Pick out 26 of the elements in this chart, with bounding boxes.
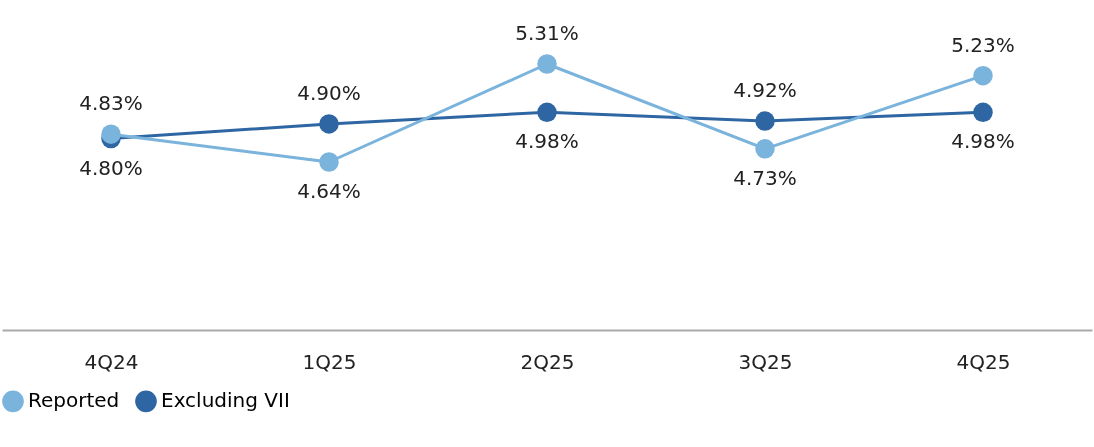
data-label: 4.83% — [79, 91, 143, 116]
point — [755, 111, 775, 131]
data-label: 4.92% — [733, 78, 797, 103]
point — [973, 65, 993, 86]
data-label: 4.98% — [515, 129, 579, 154]
point — [537, 54, 557, 74]
point — [101, 124, 121, 144]
data-label: 4.80% — [79, 155, 143, 180]
x-tick-label: 3Q25 — [738, 349, 793, 374]
data-label: 5.23% — [951, 32, 1015, 57]
data-label: 4.98% — [951, 129, 1015, 154]
legend-label: Reported — [28, 388, 120, 413]
legend-label: Excluding VII — [161, 388, 290, 413]
point — [755, 139, 775, 159]
data-label: 4.90% — [297, 80, 361, 105]
point — [537, 102, 557, 122]
x-tick-label: 2Q25 — [520, 349, 575, 374]
data-label: 4.64% — [297, 179, 361, 203]
data-label: 4.73% — [733, 165, 797, 190]
x-tick-label: 4Q25 — [956, 349, 1011, 374]
point — [319, 152, 339, 172]
x-tick-label: 1Q25 — [302, 349, 357, 374]
x-tick-label: 4Q24 — [84, 349, 139, 374]
data-label: 5.31% — [515, 21, 579, 45]
point — [319, 114, 339, 134]
point — [973, 102, 993, 122]
